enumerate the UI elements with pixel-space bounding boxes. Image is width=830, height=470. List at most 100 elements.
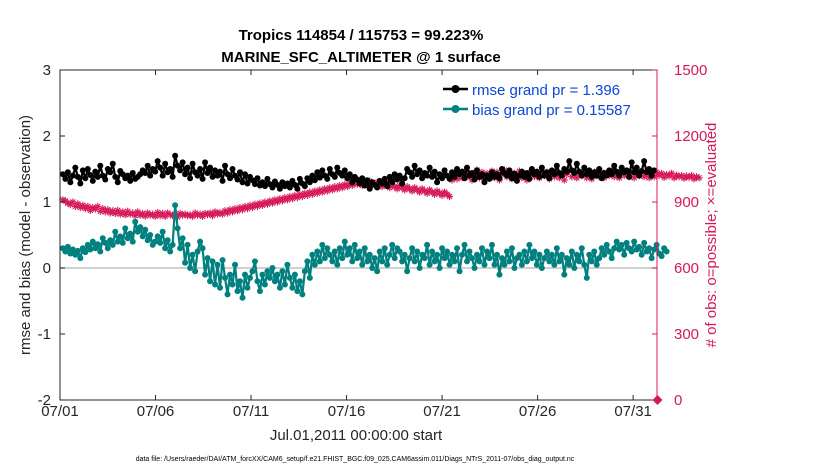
y-right-tick-label: 0 (674, 392, 682, 409)
bias-point (154, 233, 161, 240)
bias-point (454, 245, 461, 252)
rmse-point (486, 175, 493, 182)
bias-point (483, 248, 490, 255)
rmse-point (269, 184, 276, 191)
rmse-point (631, 169, 638, 176)
rmse-point (518, 168, 525, 175)
x-tick-label: 07/31 (614, 403, 652, 420)
bias-point (583, 274, 590, 281)
obs-count-marker (430, 190, 439, 198)
bias-point (391, 255, 398, 262)
rmse-point (319, 167, 326, 174)
bias-point (466, 248, 473, 255)
bias-point (244, 284, 251, 291)
rmse-point (316, 174, 323, 181)
bias-point (459, 251, 466, 258)
bias-point (182, 259, 189, 266)
rmse-point (431, 168, 438, 175)
bias-point (344, 251, 351, 258)
bias-point (142, 226, 149, 233)
bias-point (152, 238, 159, 245)
chart-subtitle: MARINE_SFC_ALTIMETER @ 1 surface (221, 49, 500, 66)
bias-point (608, 255, 615, 262)
rmse-point (551, 171, 558, 178)
rmse-point (409, 173, 416, 180)
rmse-point (311, 177, 318, 184)
bias-point (521, 248, 528, 255)
bias-point (97, 248, 104, 255)
legend-bias-marker (451, 105, 460, 113)
y-axis-right-label: # of obs: o=possible; ×=evaluated (703, 123, 720, 348)
bias-point (528, 255, 535, 262)
rmse-point (526, 175, 533, 182)
bias-point (309, 251, 316, 258)
bias-point (366, 251, 373, 258)
rmse-point (236, 169, 243, 176)
y-right-tick-label: 900 (674, 194, 699, 211)
rmse-point (488, 169, 495, 176)
bias-point (109, 241, 116, 248)
bias-point (546, 258, 553, 265)
rmse-point (628, 159, 635, 166)
obs-count-marker (423, 189, 431, 197)
rmse-point (204, 169, 211, 176)
bias-point (107, 237, 114, 244)
rmse-point (194, 172, 201, 179)
obs-count-marker (283, 196, 291, 204)
obs-count-marker (233, 207, 242, 215)
bias-point (414, 248, 421, 255)
rmse-point (459, 168, 466, 175)
bias-point (177, 245, 184, 252)
bias-point (663, 248, 670, 255)
bias-point (236, 278, 243, 285)
bias-point (503, 248, 510, 255)
bias-point (571, 265, 578, 271)
bias-point (376, 248, 383, 255)
bias-point (399, 258, 406, 265)
rmse-point (309, 172, 316, 179)
bias-point (311, 261, 318, 268)
y-left-tick-label: -1 (38, 326, 51, 343)
bias-point (486, 255, 493, 262)
rmse-point (399, 180, 406, 187)
rmse-point (478, 171, 485, 178)
rmse-point (239, 179, 246, 186)
bias-point (227, 271, 234, 278)
bias-point (476, 258, 483, 265)
rmse-point (147, 172, 154, 179)
rmse-point (84, 166, 91, 172)
rmse-point (334, 164, 341, 171)
bias-point (581, 261, 588, 268)
rmse-point (324, 175, 331, 182)
bias-point (561, 271, 568, 278)
obs-count-marker (408, 187, 416, 195)
rmse-point (361, 182, 368, 189)
bias-point (329, 258, 336, 265)
rmse-point (219, 177, 226, 184)
rmse-point (112, 173, 119, 180)
bias-point (261, 281, 268, 288)
bias-point (334, 261, 341, 268)
chart-title: Tropics 114854 / 115753 = 99.223% (239, 27, 484, 44)
rmse-point (571, 169, 578, 176)
bias-point (102, 239, 109, 246)
rmse-point (102, 176, 109, 183)
bias-point (356, 248, 363, 255)
rmse-point (511, 170, 518, 177)
bias-point (336, 245, 343, 252)
rmse-point (646, 166, 653, 172)
bias-point (281, 281, 288, 288)
rmse-point (79, 167, 86, 174)
bias-point (429, 248, 436, 255)
rmse-point (461, 175, 468, 182)
bias-point (162, 245, 169, 252)
rmse-point (533, 168, 540, 175)
obs-count-marker (188, 212, 197, 220)
bias-point (319, 241, 326, 248)
bias-point (112, 228, 119, 235)
obs-count-marker (445, 192, 454, 201)
legend-rmse-label: rmse grand pr = 1.396 (472, 82, 620, 99)
obs-count-marker (179, 211, 187, 219)
y-left-tick-label: 3 (43, 62, 51, 79)
rmse-point (296, 175, 303, 182)
